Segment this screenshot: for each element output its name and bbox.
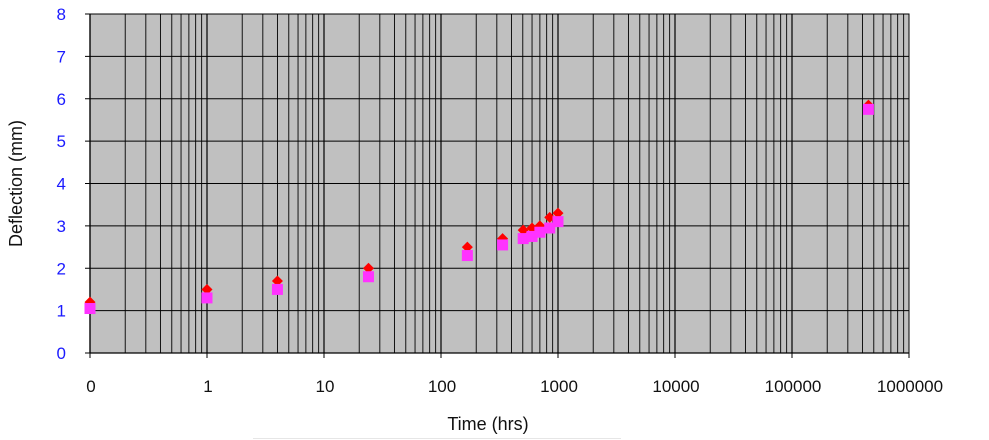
x-tick-label: 0 <box>86 377 95 396</box>
y-tick-label: 7 <box>57 47 66 66</box>
x-tick-label: 1000000 <box>877 377 943 396</box>
grid-lines <box>89 13 909 353</box>
y-tick-label: 4 <box>57 175 66 194</box>
data-point-diamond <box>201 283 213 295</box>
caption-underline <box>253 438 621 439</box>
data-point-diamond <box>544 211 556 223</box>
data-point-square <box>526 230 538 242</box>
x-tick-label: 1 <box>203 377 212 396</box>
x-tick-label: 100 <box>428 377 456 396</box>
data-points <box>84 99 874 315</box>
data-point-square <box>461 250 473 262</box>
y-axis-title: Deflection (mm) <box>6 120 26 247</box>
data-point-square <box>84 303 96 315</box>
y-tick-label: 8 <box>57 5 66 24</box>
y-tick-label: 6 <box>57 90 66 109</box>
y-tick-label: 3 <box>57 217 66 236</box>
x-tick-label: 10 <box>316 377 335 396</box>
y-tick-label: 0 <box>57 344 66 363</box>
data-point-square <box>552 216 564 228</box>
x-axis-title: Time (hrs) <box>447 414 528 434</box>
data-point-square <box>517 233 529 245</box>
y-tick-label: 5 <box>57 132 66 151</box>
y-axis-ticks: 0 1 2 3 4 5 6 7 8 <box>57 5 90 363</box>
data-point-square <box>271 283 283 295</box>
data-point-diamond <box>461 241 473 253</box>
data-point-square <box>201 292 213 304</box>
data-point-square <box>544 222 556 234</box>
x-tick-label: 10000 <box>652 377 699 396</box>
data-point-square <box>862 103 874 115</box>
data-point-square <box>534 226 546 238</box>
data-point-square <box>362 271 374 283</box>
x-axis-ticks: 0 1 10 100 1000 10000 100000 1000000 <box>86 353 943 396</box>
x-tick-label: 100000 <box>765 377 822 396</box>
data-point-square <box>497 239 509 251</box>
data-point-diamond <box>271 275 283 287</box>
y-tick-label: 2 <box>57 259 66 278</box>
data-point-diamond <box>517 224 529 236</box>
x-tick-label: 1000 <box>540 377 578 396</box>
y-tick-label: 1 <box>57 302 66 321</box>
data-point-diamond <box>362 262 374 274</box>
data-point-diamond <box>552 207 564 219</box>
